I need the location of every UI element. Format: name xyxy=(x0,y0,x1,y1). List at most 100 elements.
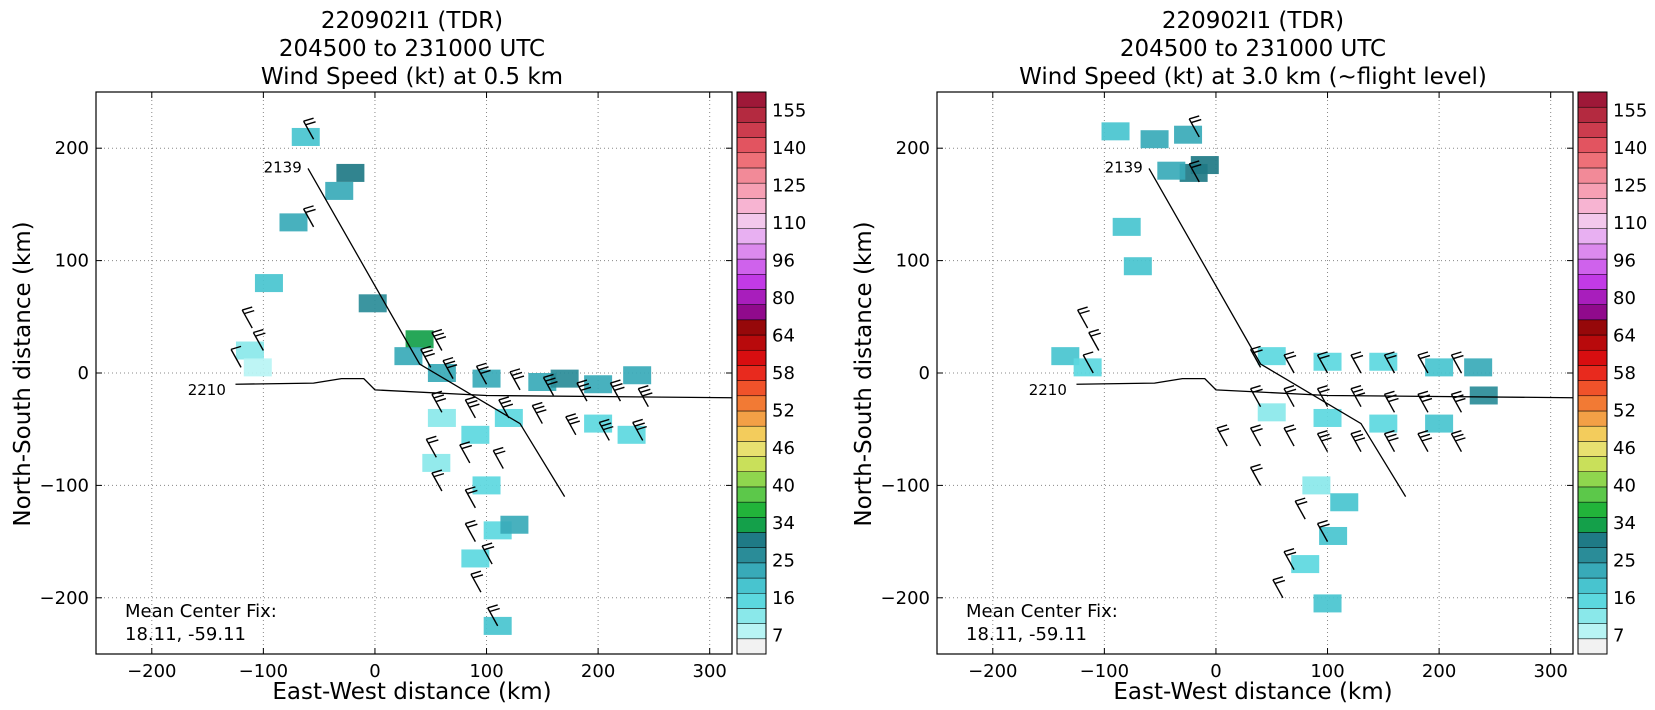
wind-cell xyxy=(584,375,613,394)
wind-barb xyxy=(230,345,242,368)
colorbar-segment xyxy=(1577,334,1608,351)
wind-barb xyxy=(464,486,478,509)
wind-cell xyxy=(325,181,354,200)
colorbar-segment xyxy=(736,562,767,579)
x-axis-label: East-West distance (km) xyxy=(272,679,551,705)
wind-cell xyxy=(617,425,646,444)
colorbar-segment xyxy=(1577,258,1608,275)
wind-barb xyxy=(1316,519,1330,542)
colorbar-segment xyxy=(1577,152,1608,169)
colorbar-segment xyxy=(736,441,767,457)
wind-cell xyxy=(1112,217,1141,236)
colorbar-segment xyxy=(736,577,767,594)
colorbar-segment xyxy=(1577,456,1608,472)
colorbar-segment xyxy=(736,167,767,184)
colorbar-tick-label: 155 xyxy=(1613,101,1647,122)
wind-cell xyxy=(1369,414,1398,433)
wind-cell xyxy=(1425,414,1454,433)
wind-cell xyxy=(1291,555,1320,574)
colorbar-segment xyxy=(1577,608,1608,624)
colorbar-tick-label: 155 xyxy=(772,101,806,122)
colorbar-segment xyxy=(736,380,767,397)
colorbar-tick-label: 125 xyxy=(772,176,806,197)
colorbar-segment xyxy=(736,471,767,488)
colorbar-tick-label: 25 xyxy=(772,550,795,571)
colorbar-segment xyxy=(1577,562,1608,579)
flight-track-leg xyxy=(235,377,732,399)
colorbar: 155 140 125 110 96 80 64 58 52 46 40 34 25 16 7 xyxy=(1577,91,1647,655)
colorbar-tick-label: 25 xyxy=(1613,550,1636,571)
wind-barb xyxy=(609,379,625,402)
wind-cell xyxy=(1313,594,1342,613)
wind-cell xyxy=(1464,358,1493,377)
colorbar-tick-label: 7 xyxy=(1613,625,1624,646)
plot-content: 2139 2210 xyxy=(96,92,732,654)
colorbar-segment xyxy=(736,395,767,412)
y-tick-label: 100 xyxy=(55,251,89,272)
y-tick-label: 100 xyxy=(896,251,930,272)
colorbar-tick-label: 52 xyxy=(1613,400,1636,421)
colorbar-segment xyxy=(1577,304,1608,321)
colorbar-segment xyxy=(736,592,767,609)
x-tick-label: 200 xyxy=(581,661,615,682)
wind-barb xyxy=(1383,390,1399,413)
colorbar-tick-label: 80 xyxy=(772,288,795,309)
colorbar-tick-label: 125 xyxy=(1613,176,1647,197)
x-tick-label: −100 xyxy=(1080,661,1129,682)
wind-barb xyxy=(632,418,647,441)
colorbar-segment xyxy=(1577,517,1608,533)
wind-barb xyxy=(431,390,447,413)
plot-area: 2139 2210 −200 −100 0 100 200 300 −200 −100 0 100 20… xyxy=(881,91,1574,682)
colorbar-tick-label: 80 xyxy=(1613,288,1636,309)
colorbar-tick-label: 34 xyxy=(772,513,795,534)
wind-barb xyxy=(464,396,480,419)
x-tick-label: −200 xyxy=(127,661,176,682)
wind-barb xyxy=(1383,430,1399,453)
colorbar-segment xyxy=(1577,532,1608,548)
colorbar-tick-label: 96 xyxy=(772,251,795,272)
x-tick-label: 0 xyxy=(1210,661,1221,682)
colorbar-segment xyxy=(736,638,767,655)
colorbar-segment xyxy=(1577,623,1608,640)
wind-barb xyxy=(1417,390,1433,413)
wind-cell xyxy=(422,453,451,472)
mean-center-fix-label: Mean Center Fix: xyxy=(125,601,277,622)
y-tick-label: −200 xyxy=(881,588,930,609)
colorbar-tick-label: 16 xyxy=(1613,588,1636,609)
wind-cell xyxy=(1051,347,1080,366)
wind-barb xyxy=(420,345,435,368)
wind-barb xyxy=(1249,345,1263,368)
colorbar-segment xyxy=(1577,122,1608,138)
wind-barb xyxy=(487,604,500,627)
wind-barb xyxy=(1316,430,1332,453)
wind-cell xyxy=(623,366,652,385)
x-tick-label: 200 xyxy=(1422,661,1456,682)
mean-center-fix-label: Mean Center Fix: xyxy=(966,601,1118,622)
y-tick-label: 0 xyxy=(78,363,89,384)
colorbar-segment xyxy=(1577,91,1608,108)
wind-cell xyxy=(1101,122,1130,141)
wind-cell xyxy=(472,369,501,388)
wind-cell xyxy=(1425,358,1454,377)
colorbar-tick-label: 58 xyxy=(1613,363,1636,384)
colorbar-segment xyxy=(736,319,767,336)
wind-barb xyxy=(1383,351,1397,374)
x-tick-label: 100 xyxy=(469,661,503,682)
panel-title-line2: 204500 to 231000 UTC xyxy=(1120,36,1386,62)
wind-cell xyxy=(1330,493,1359,512)
colorbar-segment xyxy=(1577,137,1608,154)
wind-barb xyxy=(302,117,316,140)
colorbar-segment xyxy=(736,198,767,214)
colorbar-tick-label: 46 xyxy=(772,438,795,459)
colorbar-tick-label: 96 xyxy=(1613,251,1636,272)
wind-cell xyxy=(1319,526,1348,545)
colorbar-segment xyxy=(736,517,767,533)
colorbar-segment xyxy=(1577,547,1608,564)
x-tick-label: 100 xyxy=(1310,661,1344,682)
track-time-label: 2139 xyxy=(1105,158,1143,176)
wind-barb xyxy=(1417,430,1433,453)
colorbar-segment xyxy=(736,243,767,260)
colorbar-tick-label: 64 xyxy=(772,326,795,347)
colorbar-segment xyxy=(736,425,767,442)
wind-cell xyxy=(1157,161,1186,180)
